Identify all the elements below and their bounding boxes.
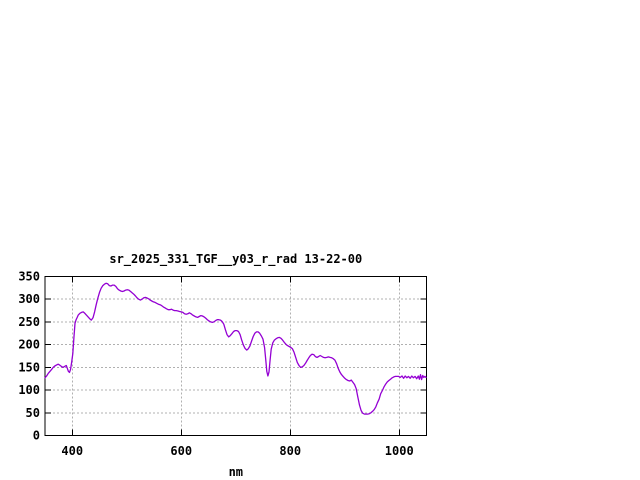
x-axis-label: nm: [229, 465, 243, 479]
y-tick-label: 250: [18, 315, 40, 329]
tick-labels: 400 600 800 1000 0 50 100 150 200 250 300 350: [18, 270, 413, 459]
y-tick-label: 200: [18, 338, 40, 352]
x-tick-label: 800: [279, 444, 301, 458]
x-tick-label: 600: [170, 444, 192, 458]
y-tick-label: 50: [26, 406, 40, 420]
y-tick-label: 0: [33, 429, 40, 443]
y-tick-label: 150: [18, 360, 40, 374]
plot-border: [44, 276, 427, 436]
x-tick-label: 1000: [385, 444, 414, 458]
spectrum-line: [44, 282, 427, 415]
y-tick-label: 300: [18, 292, 40, 306]
plot-frame: [44, 276, 427, 436]
gridlines: [45, 276, 427, 436]
x-tick-label: 400: [61, 444, 83, 458]
chart-title: sr_2025_331_TGF__y03_r_rad 13-22-00: [109, 252, 362, 267]
tick-marks: [45, 276, 427, 436]
data-series: [44, 282, 427, 415]
y-tick-label: 350: [18, 270, 40, 284]
y-tick-label: 100: [18, 383, 40, 397]
